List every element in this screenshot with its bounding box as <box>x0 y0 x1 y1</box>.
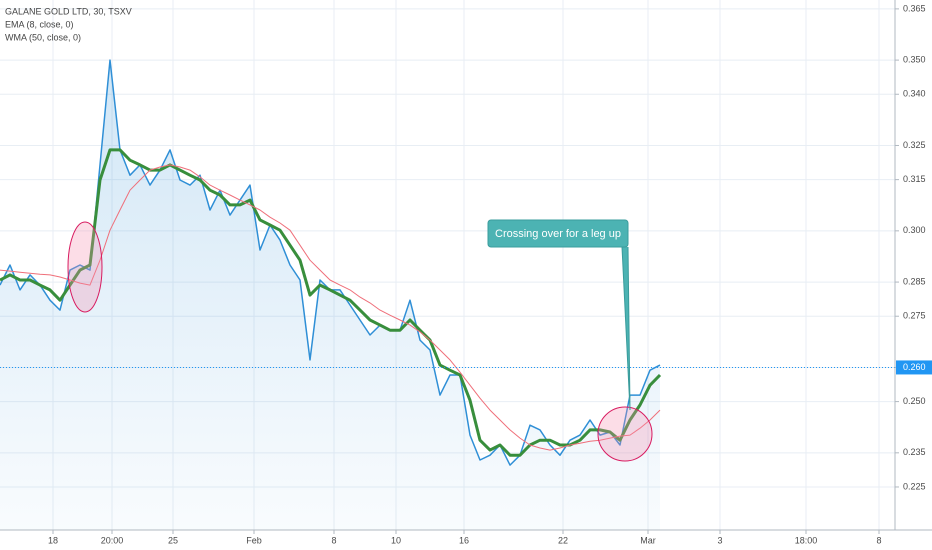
x-tick-label: 3 <box>717 535 722 545</box>
x-tick-label: 18:00 <box>795 535 818 545</box>
series-line <box>0 164 661 451</box>
y-tick-label: 0.300 <box>903 225 926 235</box>
annotation: Crossing over for a leg up <box>495 228 621 240</box>
highlight-circle <box>67 221 103 313</box>
y-tick-label: 0.315 <box>903 174 926 184</box>
x-tick-label: 20:00 <box>101 535 124 545</box>
callout-pointer <box>621 246 631 411</box>
callout-box <box>487 219 629 248</box>
legend-entry: GALANE GOLD LTD, 30, TSXV <box>5 6 132 16</box>
series-line <box>0 148 662 457</box>
y-tick-label: 0.350 <box>903 54 926 64</box>
last-price-box <box>896 360 932 375</box>
last-price-label: 0.260 <box>903 362 926 372</box>
x-tick-label: 25 <box>168 535 178 545</box>
plot <box>0 59 895 530</box>
y-tick-label: 0.235 <box>903 447 926 457</box>
x-tick-label: 16 <box>459 535 469 545</box>
y-tick-label: 0.225 <box>903 481 926 491</box>
legend-entry: WMA (50, close, 0) <box>5 32 81 42</box>
y-tick-label: 0.250 <box>903 396 926 406</box>
x-tick-label: Feb <box>246 535 262 545</box>
highlight-circle <box>597 406 653 462</box>
y-tick-label: 0.275 <box>903 311 926 321</box>
y-tick-label: 0.285 <box>903 276 926 286</box>
legend-entry: EMA (8, close, 0) <box>5 19 74 29</box>
y-tick-label: 0.325 <box>903 140 926 150</box>
x-tick-label: 10 <box>391 535 401 545</box>
area-fill <box>0 60 660 530</box>
x-tick-label: 8 <box>331 535 336 545</box>
legend: GALANE GOLD LTD, 30, TSXV EMA (8, close, … <box>5 6 132 42</box>
x-tick-label: 18 <box>48 535 58 545</box>
x-tick-label: 8 <box>876 535 881 545</box>
y-tick-label: 0.365 <box>903 3 926 13</box>
x-tick-label: 22 <box>558 535 568 545</box>
y-tick-label: 0.340 <box>903 89 926 99</box>
axes: 0.225 0.235 0.250 0.260 0.275 0.285 0.300 0.315… <box>48 3 932 545</box>
x-tick-label: Mar <box>640 535 656 545</box>
